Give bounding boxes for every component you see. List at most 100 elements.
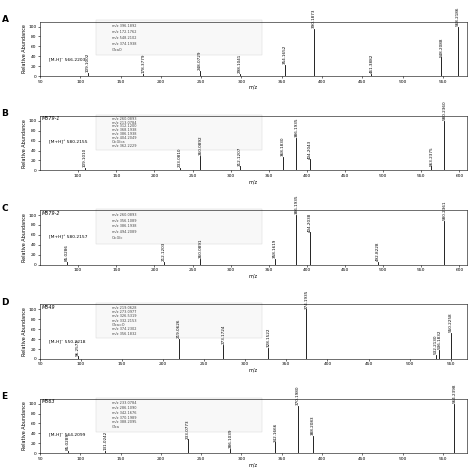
Y-axis label: Relative Abundance: Relative Abundance xyxy=(22,118,27,167)
Text: 131.0242: 131.0242 xyxy=(103,431,107,450)
Text: 109.1002: 109.1002 xyxy=(86,53,90,73)
Text: 85.0285: 85.0285 xyxy=(66,433,70,450)
Text: [M-H]⁻ 550.2218: [M-H]⁻ 550.2218 xyxy=(48,340,85,344)
Text: GlcaO: GlcaO xyxy=(112,47,123,52)
Text: 548.2088: 548.2088 xyxy=(439,37,444,56)
Text: C: C xyxy=(1,203,8,212)
X-axis label: m/z: m/z xyxy=(249,85,258,90)
Text: O=Glc: O=Glc xyxy=(112,236,124,240)
Text: [M+H]⁺ 580.2157: [M+H]⁺ 580.2157 xyxy=(48,235,87,239)
Text: 388.2083: 388.2083 xyxy=(310,416,315,435)
Text: m/z 404.2049: m/z 404.2049 xyxy=(112,136,137,140)
Text: M579-1: M579-1 xyxy=(42,117,61,121)
Text: 580.2361: 580.2361 xyxy=(442,201,447,220)
Text: m/z 548.2102: m/z 548.2102 xyxy=(112,36,137,40)
Text: m/z 356.1832: m/z 356.1832 xyxy=(112,332,137,336)
Text: A: A xyxy=(1,15,9,24)
Y-axis label: Relative Abundance: Relative Abundance xyxy=(22,25,27,73)
Text: m/z 219.0628: m/z 219.0628 xyxy=(112,306,137,310)
Text: 374.1935: 374.1935 xyxy=(304,289,308,309)
Text: 219.0626: 219.0626 xyxy=(177,319,181,338)
Text: [M-H]⁻ 564.2099: [M-H]⁻ 564.2099 xyxy=(48,432,85,437)
Text: 580.2360: 580.2360 xyxy=(442,100,447,120)
X-axis label: m/z: m/z xyxy=(249,462,258,467)
Text: 492.8228: 492.8228 xyxy=(376,242,380,262)
Text: M549: M549 xyxy=(42,305,56,310)
Text: m/z 286.1090: m/z 286.1090 xyxy=(112,406,137,410)
Text: 85.0286: 85.0286 xyxy=(65,245,69,262)
Text: m/z 374.2302: m/z 374.2302 xyxy=(112,328,137,331)
Y-axis label: Relative Abundance: Relative Abundance xyxy=(22,213,27,262)
X-axis label: m/z: m/z xyxy=(249,368,258,373)
Text: m/z 386.1938: m/z 386.1938 xyxy=(112,225,137,228)
Text: 536.1832: 536.1832 xyxy=(438,330,441,349)
Text: 564.2398: 564.2398 xyxy=(452,383,456,403)
Text: 212.1203: 212.1203 xyxy=(162,242,165,262)
Text: E: E xyxy=(1,392,8,401)
Text: Glca: Glca xyxy=(112,426,120,429)
Text: 404.2038: 404.2038 xyxy=(308,212,312,232)
Text: m/z 494.2089: m/z 494.2089 xyxy=(112,230,137,234)
Text: 109.1010: 109.1010 xyxy=(83,148,87,167)
FancyBboxPatch shape xyxy=(96,303,262,338)
Text: 368.1830: 368.1830 xyxy=(281,136,285,156)
Text: 390.1873: 390.1873 xyxy=(312,9,316,28)
Text: 386.1935: 386.1935 xyxy=(294,195,299,214)
Text: 312.1207: 312.1207 xyxy=(238,146,242,166)
X-axis label: m/z: m/z xyxy=(249,273,258,279)
Text: m/z 342.1676: m/z 342.1676 xyxy=(112,410,137,415)
Text: 550.2258: 550.2258 xyxy=(449,313,453,332)
Text: 532.2130: 532.2130 xyxy=(434,335,438,354)
Text: m/z 370.1989: m/z 370.1989 xyxy=(112,416,137,419)
Text: m/z 356.1089: m/z 356.1089 xyxy=(112,219,137,223)
FancyBboxPatch shape xyxy=(96,398,262,432)
Text: Glca=O: Glca=O xyxy=(112,323,126,327)
Text: B: B xyxy=(1,109,9,118)
Text: 354.1652: 354.1652 xyxy=(283,45,287,64)
Text: 461.3882: 461.3882 xyxy=(370,54,374,73)
Text: M579-2: M579-2 xyxy=(42,210,61,216)
Text: m/z 213.0784: m/z 213.0784 xyxy=(112,120,137,125)
Text: 563.2375: 563.2375 xyxy=(429,146,433,166)
Text: m/z 326.5319: m/z 326.5319 xyxy=(112,314,137,319)
Text: 233.0810: 233.0810 xyxy=(178,148,182,167)
Text: m/z 396.1892: m/z 396.1892 xyxy=(112,24,137,28)
Text: 370.1980: 370.1980 xyxy=(296,386,300,405)
Text: 233.0773: 233.0773 xyxy=(185,419,190,438)
Text: m/z 374.1938: m/z 374.1938 xyxy=(112,42,137,46)
Text: 568.2186: 568.2186 xyxy=(456,6,460,26)
Text: m/z 388.2095: m/z 388.2095 xyxy=(112,420,137,425)
Text: m/z 260.0893: m/z 260.0893 xyxy=(112,213,137,217)
Text: [M+H]⁺ 580.2155: [M+H]⁺ 580.2155 xyxy=(48,140,87,145)
Y-axis label: Relative Abundance: Relative Abundance xyxy=(22,307,27,356)
Text: 404.2043: 404.2043 xyxy=(308,139,312,159)
X-axis label: m/z: m/z xyxy=(249,179,258,184)
Text: 298.1041: 298.1041 xyxy=(238,54,242,73)
Text: 178.3779: 178.3779 xyxy=(141,54,146,73)
Text: 286.1039: 286.1039 xyxy=(228,429,232,448)
Text: m/z 312.1200: m/z 312.1200 xyxy=(112,124,137,128)
Text: 386.1935: 386.1935 xyxy=(294,118,299,137)
FancyBboxPatch shape xyxy=(96,209,262,244)
Y-axis label: Relative Abundance: Relative Abundance xyxy=(22,401,27,450)
FancyBboxPatch shape xyxy=(96,20,262,55)
Text: 248.0729: 248.0729 xyxy=(198,51,201,71)
Text: 260.0891: 260.0891 xyxy=(198,238,202,258)
Text: m/z 332.2153: m/z 332.2153 xyxy=(112,319,137,323)
Text: 273.1724: 273.1724 xyxy=(221,325,225,344)
Text: m/z 233.0784: m/z 233.0784 xyxy=(112,401,137,404)
Text: m/z 368.1938: m/z 368.1938 xyxy=(112,128,137,132)
FancyBboxPatch shape xyxy=(96,115,262,150)
Text: O=Glca: O=Glca xyxy=(112,140,126,144)
Text: D: D xyxy=(1,298,9,307)
Text: M563: M563 xyxy=(42,399,56,404)
Text: 96.2573: 96.2573 xyxy=(76,339,80,356)
Text: m/z 362.2229: m/z 362.2229 xyxy=(112,144,137,148)
Text: m/z 172.1762: m/z 172.1762 xyxy=(112,30,137,34)
Text: 260.0892: 260.0892 xyxy=(198,135,202,155)
Text: m/z 386.1938: m/z 386.1938 xyxy=(112,132,137,136)
Text: m/z 260.0893: m/z 260.0893 xyxy=(112,117,137,121)
Text: 358.1619: 358.1619 xyxy=(273,238,277,258)
Text: m/z 273.0977: m/z 273.0977 xyxy=(112,310,137,314)
Text: [M-H]⁻ 566.2203: [M-H]⁻ 566.2203 xyxy=(48,57,85,61)
